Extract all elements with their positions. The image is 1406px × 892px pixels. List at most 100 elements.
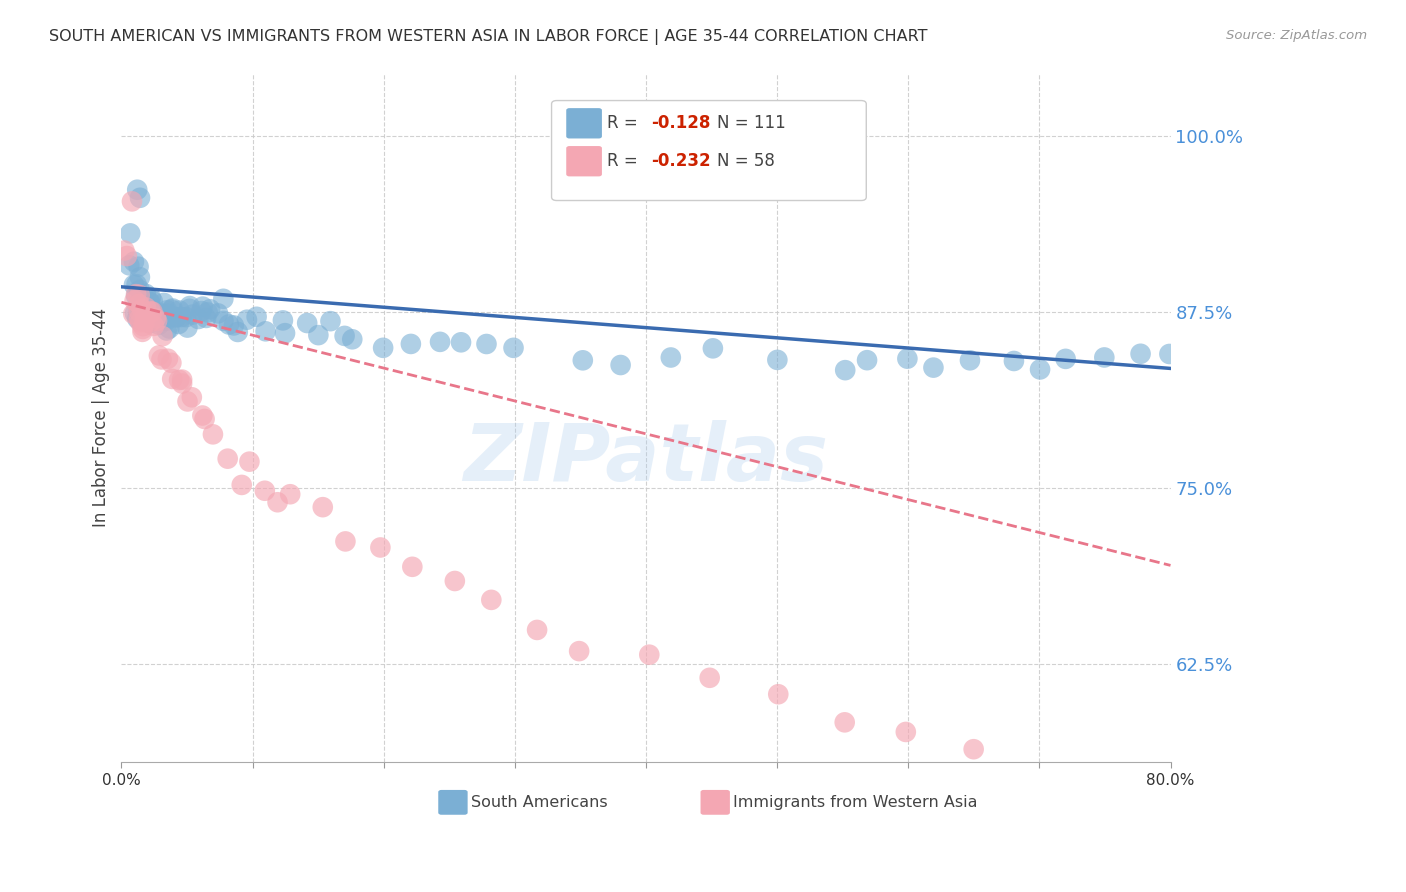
Point [271,313,294,327]
Point [1029,362,1052,376]
Point [187,312,209,326]
FancyBboxPatch shape [567,146,602,177]
Point [150,352,173,367]
Point [146,314,169,328]
Point [176,394,198,409]
Point [128,260,150,274]
Point [167,373,190,387]
Point [134,300,156,314]
Point [526,623,548,637]
Point [638,648,661,662]
Text: -0.128: -0.128 [651,114,710,132]
Point [131,300,153,314]
Text: SOUTH AMERICAN VS IMMIGRANTS FROM WESTERN ASIA IN LABOR FORCE | AGE 35-44 CORREL: SOUTH AMERICAN VS IMMIGRANTS FROM WESTER… [49,29,928,45]
Point [429,334,451,349]
Point [1002,354,1025,368]
Point [212,292,235,306]
Point [122,307,145,321]
Point [135,286,157,301]
Point [236,312,259,326]
Point [295,316,318,330]
Point [195,310,218,325]
Point [141,304,163,318]
Point [609,358,631,372]
Point [124,306,146,320]
Point [959,353,981,368]
Point [266,495,288,509]
Point [834,715,856,730]
Point [254,324,277,338]
Point [128,306,150,320]
Point [170,310,193,325]
Point [172,373,194,387]
Point [319,314,342,328]
Point [371,341,394,355]
Point [122,277,145,292]
Point [156,303,179,318]
Point [834,363,856,377]
Point [962,742,984,756]
Point [129,191,152,205]
Y-axis label: In Labor Force | Age 35-44: In Labor Force | Age 35-44 [93,308,110,527]
Point [191,300,214,314]
Point [370,541,392,555]
Point [699,671,721,685]
Point [160,302,183,317]
Point [702,342,724,356]
FancyBboxPatch shape [567,108,602,138]
Point [443,574,465,588]
Point [167,317,190,331]
Point [148,310,170,325]
Point [125,277,148,292]
Point [160,372,183,386]
Point [127,183,149,197]
Point [179,299,201,313]
Point [278,487,301,501]
Point [475,337,498,351]
Point [894,725,917,739]
Point [246,310,269,324]
Point [136,304,159,318]
Point [112,244,135,258]
Point [172,376,194,391]
Point [896,351,918,366]
Point [226,325,249,339]
Point [128,304,150,318]
Point [659,351,682,365]
Point [128,312,150,326]
Point [152,329,174,343]
Point [121,194,143,209]
Point [141,301,163,316]
Point [568,644,591,658]
Point [145,314,167,328]
Point [450,335,472,350]
Point [139,315,162,329]
Text: N = 111: N = 111 [717,114,786,132]
Point [222,318,245,333]
Point [1129,347,1152,361]
Point [131,301,153,316]
Point [131,306,153,320]
Point [134,315,156,329]
Point [156,310,179,325]
Point [156,324,179,338]
Point [572,353,595,368]
Point [479,593,502,607]
Point [145,311,167,326]
Point [207,306,229,320]
Point [122,254,145,268]
Point [312,500,335,515]
Point [156,307,179,321]
Point [136,308,159,322]
Point [238,455,260,469]
Point [118,258,141,272]
Point [253,483,276,498]
Text: N = 58: N = 58 [717,153,775,170]
Point [180,390,202,404]
Point [128,283,150,297]
Text: R =: R = [607,114,643,132]
Point [274,326,297,341]
Point [190,304,212,318]
Point [128,297,150,311]
Text: Immigrants from Western Asia: Immigrants from Western Asia [733,795,977,810]
